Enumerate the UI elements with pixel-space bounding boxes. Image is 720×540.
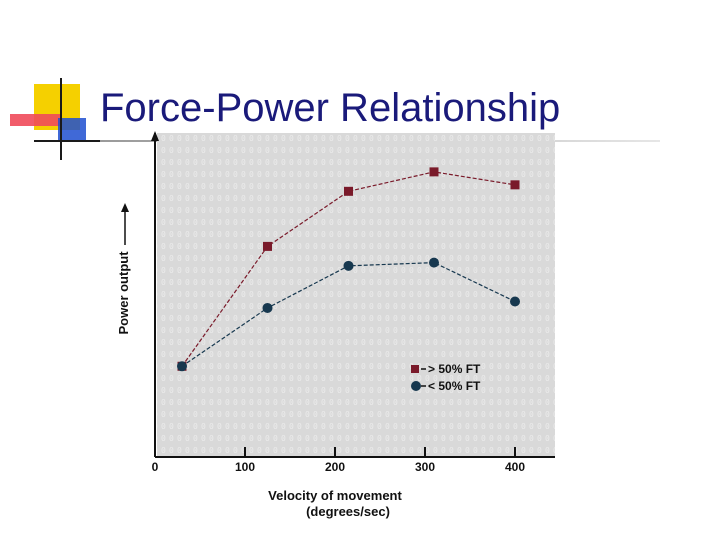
series-2-point-1 <box>177 361 187 372</box>
series-1-point-2 <box>263 241 272 251</box>
slide-title: Force-Power Relationship <box>100 86 561 130</box>
plot-background <box>157 133 555 457</box>
x-axis-units: (degrees/sec) <box>306 504 390 519</box>
series-line-1 <box>181 171 516 367</box>
corner-vertical-line <box>60 78 62 160</box>
series-2-point-3 <box>343 260 354 271</box>
series-2-point-2 <box>262 302 273 313</box>
x-tick-label-200: 200 <box>325 460 345 474</box>
series-2-point-5 <box>510 296 520 307</box>
series-1-point-4 <box>429 167 439 177</box>
series-1-point-5 <box>510 180 520 190</box>
legend-label-2: < 50% FT <box>428 379 481 393</box>
series-markers <box>177 167 520 372</box>
corner-horizontal-line <box>34 140 110 142</box>
y-label-arrowhead <box>121 203 129 212</box>
legend-marker-1 <box>411 365 419 373</box>
x-tick-label-100: 100 <box>235 460 255 474</box>
x-tick-label-0: 0 <box>152 460 159 474</box>
x-axis-label: Velocity of movement <box>268 488 402 503</box>
x-tick-label-300: 300 <box>415 460 435 474</box>
legend-marker-2 <box>411 381 421 391</box>
series-1-point-3 <box>344 186 353 196</box>
series-2-point-4 <box>429 257 439 268</box>
legend: > 50% FT < 50% FT <box>411 362 481 393</box>
legend-label-1: > 50% FT <box>428 362 481 376</box>
y-axis-label: Power output <box>116 251 131 335</box>
corner-red-bar <box>10 114 60 126</box>
x-tick-label-400: 400 <box>505 460 525 474</box>
corner-blue-square <box>58 118 86 140</box>
axes: 0 100 200 300 400 <box>121 131 555 474</box>
y-axis-arrowhead <box>151 131 159 141</box>
